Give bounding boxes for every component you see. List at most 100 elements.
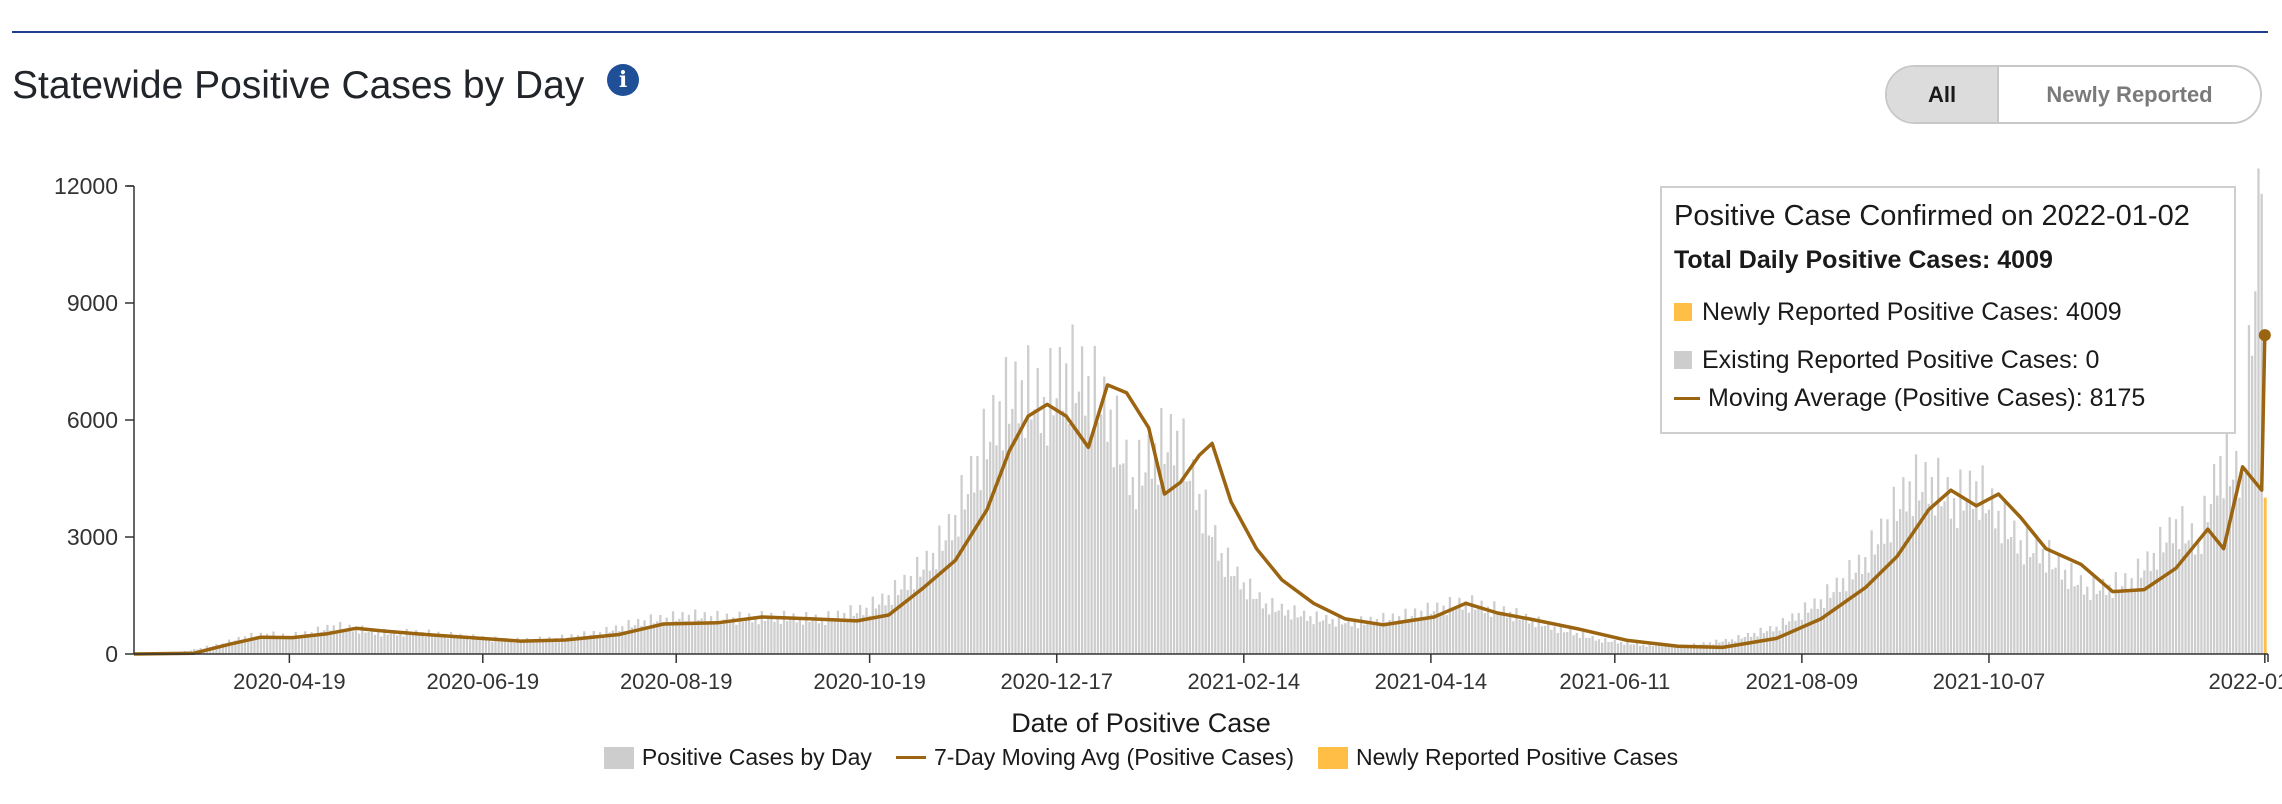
daily-case-bar: [1020, 380, 1023, 654]
daily-case-bar: [1191, 459, 1195, 654]
daily-case-bar: [1061, 410, 1065, 654]
daily-case-bar: [1578, 637, 1582, 654]
daily-case-bar: [408, 634, 412, 654]
daily-case-bar: [988, 441, 992, 654]
daily-case-bar: [224, 644, 228, 654]
daily-case-bar: [329, 630, 332, 654]
daily-case-bar: [1664, 645, 1667, 654]
daily-case-bar: [1585, 637, 1588, 654]
daily-case-bar: [1214, 525, 1217, 654]
daily-case-bar: [855, 613, 859, 654]
daily-case-bar: [598, 632, 602, 654]
legend-label-newly-reported: Newly Reported Positive Cases: [1356, 744, 1679, 770]
daily-case-bar: [1163, 463, 1166, 654]
daily-case-bar: [1410, 616, 1414, 654]
daily-case-bar: [1591, 635, 1594, 654]
x-tick-label: 2020-10-19: [813, 669, 926, 694]
daily-case-bar: [1502, 606, 1505, 654]
daily-case-bar: [1236, 566, 1239, 654]
daily-case-bar: [881, 593, 884, 654]
daily-case-bar: [703, 612, 706, 654]
daily-case-bar: [2244, 467, 2247, 654]
x-tick-label: 2021-04-14: [1375, 669, 1488, 694]
daily-case-bar: [1873, 554, 1876, 654]
toggle-all-button[interactable]: All: [1887, 67, 1999, 122]
daily-case-bar: [624, 631, 627, 654]
moving-average-swatch: [1674, 396, 1700, 400]
daily-case-bar: [1455, 606, 1458, 654]
daily-case-bar: [789, 619, 792, 654]
toggle-newly-reported-button[interactable]: Newly Reported: [1999, 67, 2260, 122]
daily-case-bar: [2190, 523, 2194, 654]
daily-case-bar: [1838, 591, 1842, 654]
daily-case-bar: [468, 640, 472, 654]
daily-case-bar: [893, 580, 897, 654]
daily-case-bar: [982, 408, 985, 654]
daily-case-bar: [1458, 597, 1461, 654]
daily-case-bar: [868, 615, 871, 654]
daily-case-bar: [2048, 540, 2051, 654]
daily-case-bar: [545, 639, 548, 654]
legend-item-moving-avg[interactable]: 7-Day Moving Avg (Positive Cases): [895, 744, 1294, 771]
daily-case-bar: [1223, 576, 1226, 654]
daily-case-bar: [1860, 574, 1864, 654]
daily-case-bar: [2165, 542, 2168, 654]
daily-case-bar: [1347, 618, 1350, 654]
daily-case-bar: [998, 401, 1001, 654]
x-tick-label: 2020-12-17: [1000, 669, 1113, 694]
daily-case-bar: [2044, 572, 2048, 654]
daily-case-bar: [618, 631, 621, 654]
daily-case-bar: [1870, 530, 1873, 654]
info-icon[interactable]: i: [607, 64, 639, 96]
daily-case-bar: [560, 634, 564, 654]
daily-case-bar: [1150, 478, 1153, 654]
daily-case-bar: [1851, 579, 1854, 654]
daily-case-bar: [1204, 489, 1207, 654]
tooltip-row-moving: Moving Average (Positive Cases): 8175: [1674, 382, 2222, 414]
x-tick-label: 2020-04-19: [233, 669, 346, 694]
daily-case-bar: [259, 632, 262, 654]
daily-case-bar: [1271, 598, 1274, 654]
daily-case-bar: [830, 620, 833, 654]
daily-case-bar: [478, 638, 481, 654]
daily-case-bar: [1280, 603, 1283, 654]
daily-case-bar: [1797, 612, 1800, 654]
daily-case-bar: [871, 596, 874, 654]
daily-case-bar: [522, 640, 526, 654]
daily-case-bar: [671, 611, 675, 654]
daily-case-bar: [2178, 549, 2181, 654]
daily-case-bar: [1027, 345, 1030, 654]
daily-case-bar: [874, 608, 878, 654]
daily-case-bar: [1750, 636, 1753, 654]
daily-case-bar: [1321, 620, 1325, 654]
daily-case-bar: [589, 634, 592, 654]
daily-case-bar: [2105, 595, 2108, 654]
daily-case-bar: [557, 640, 561, 654]
daily-case-bar: [446, 638, 450, 654]
daily-case-bar: [2140, 577, 2143, 654]
daily-case-bar: [931, 552, 935, 654]
daily-case-bar: [1017, 423, 1020, 654]
daily-case-bar: [1210, 537, 1214, 654]
legend-item-newly-reported[interactable]: Newly Reported Positive Cases: [1318, 744, 1678, 771]
daily-case-bar: [1734, 641, 1737, 654]
daily-case-bar: [2241, 472, 2244, 654]
daily-case-bar: [763, 620, 767, 654]
daily-case-bar: [2035, 536, 2038, 654]
daily-case-bar: [1325, 614, 1328, 654]
daily-case-bar: [1065, 363, 1068, 654]
daily-case-bar: [1892, 486, 1895, 654]
legend-item-bars[interactable]: Positive Cases by Day: [603, 744, 872, 771]
daily-case-bar: [1658, 644, 1661, 654]
daily-case-bar: [814, 614, 817, 654]
y-tick-label: 9000: [67, 290, 118, 316]
daily-case-bar: [437, 631, 440, 654]
daily-case-bar: [767, 619, 770, 654]
newly-reported-swatch: [1674, 303, 1692, 321]
daily-case-bar: [1914, 454, 1918, 654]
daily-case-bar: [576, 635, 580, 654]
daily-case-bar: [944, 540, 947, 654]
daily-case-bar: [1401, 623, 1404, 654]
daily-case-bar: [2000, 543, 2003, 654]
